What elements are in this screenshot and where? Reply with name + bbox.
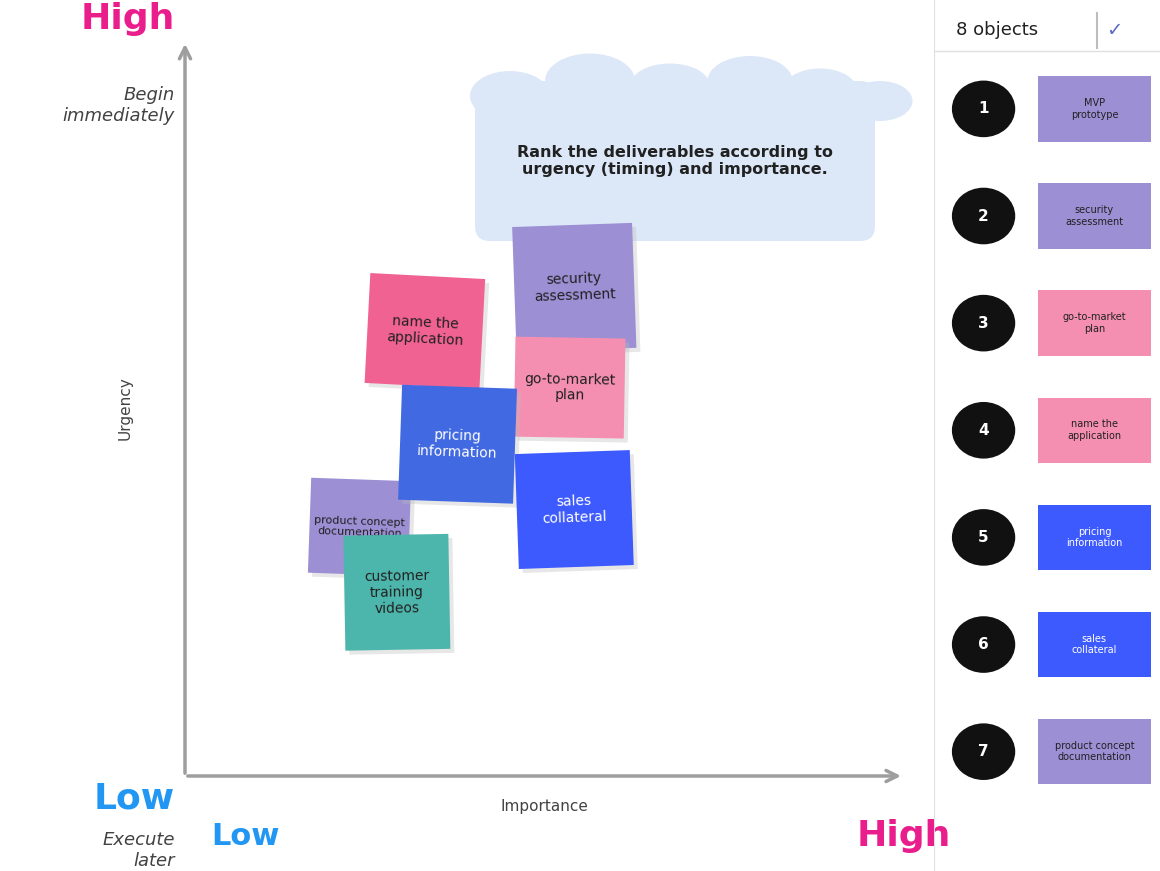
Text: name the
application: name the application xyxy=(1067,420,1122,441)
Text: security
assessment: security assessment xyxy=(1065,206,1124,226)
Text: 5: 5 xyxy=(978,530,988,545)
FancyBboxPatch shape xyxy=(398,385,517,503)
FancyBboxPatch shape xyxy=(1038,77,1151,141)
Text: 7: 7 xyxy=(978,744,988,760)
Ellipse shape xyxy=(952,617,1015,672)
Text: customer
training
videos: customer training videos xyxy=(364,569,430,616)
Text: product concept
documentation: product concept documentation xyxy=(314,515,405,539)
FancyBboxPatch shape xyxy=(1038,184,1151,249)
FancyBboxPatch shape xyxy=(514,337,625,438)
Text: product concept
documentation: product concept documentation xyxy=(1054,741,1134,762)
FancyBboxPatch shape xyxy=(307,477,411,577)
FancyBboxPatch shape xyxy=(515,450,633,569)
Text: sales
collateral: sales collateral xyxy=(1072,634,1117,655)
Text: Importance: Importance xyxy=(500,799,588,814)
FancyBboxPatch shape xyxy=(403,388,521,508)
Text: Rank the deliverables according to
urgency (timing) and importance.: Rank the deliverables according to urgen… xyxy=(517,145,833,177)
Ellipse shape xyxy=(505,211,554,241)
Ellipse shape xyxy=(952,81,1015,137)
FancyBboxPatch shape xyxy=(343,534,450,651)
Text: High: High xyxy=(81,2,175,36)
Text: pricing
information: pricing information xyxy=(416,428,499,461)
Ellipse shape xyxy=(470,71,550,121)
Text: Execute
later: Execute later xyxy=(102,831,175,870)
Text: 1: 1 xyxy=(978,101,988,117)
Text: go-to-market
plan: go-to-market plan xyxy=(524,372,616,403)
Text: ✓: ✓ xyxy=(1107,21,1123,40)
FancyBboxPatch shape xyxy=(369,277,490,393)
Text: High: High xyxy=(856,819,951,853)
Text: Low: Low xyxy=(211,821,280,850)
Text: 3: 3 xyxy=(978,315,988,331)
Ellipse shape xyxy=(952,402,1015,459)
FancyBboxPatch shape xyxy=(1038,719,1151,784)
Ellipse shape xyxy=(952,294,1015,352)
Ellipse shape xyxy=(545,53,635,109)
FancyBboxPatch shape xyxy=(312,482,415,580)
Ellipse shape xyxy=(630,64,710,109)
Text: name the
application: name the application xyxy=(385,314,464,348)
Text: 6: 6 xyxy=(978,637,989,652)
Text: Low: Low xyxy=(94,781,175,815)
FancyBboxPatch shape xyxy=(1038,612,1151,678)
Ellipse shape xyxy=(783,69,857,113)
Text: 8 objects: 8 objects xyxy=(956,22,1038,39)
FancyBboxPatch shape xyxy=(474,81,875,241)
Text: go-to-market
plan: go-to-market plan xyxy=(1063,313,1126,334)
Text: MVP
prototype: MVP prototype xyxy=(1071,98,1118,119)
Text: 4: 4 xyxy=(978,422,988,438)
Text: pricing
information: pricing information xyxy=(1066,527,1123,548)
FancyBboxPatch shape xyxy=(364,273,485,389)
Ellipse shape xyxy=(708,56,792,106)
FancyBboxPatch shape xyxy=(517,341,630,442)
Ellipse shape xyxy=(952,509,1015,566)
Ellipse shape xyxy=(952,723,1015,780)
Ellipse shape xyxy=(952,188,1015,245)
FancyBboxPatch shape xyxy=(1038,291,1151,355)
FancyBboxPatch shape xyxy=(513,223,637,352)
FancyBboxPatch shape xyxy=(347,538,455,655)
FancyBboxPatch shape xyxy=(1038,504,1151,570)
FancyBboxPatch shape xyxy=(516,226,640,356)
Text: security
assessment: security assessment xyxy=(532,271,616,304)
FancyBboxPatch shape xyxy=(519,454,638,573)
Text: Urgency: Urgency xyxy=(117,376,132,441)
FancyBboxPatch shape xyxy=(1038,397,1151,463)
Ellipse shape xyxy=(848,81,913,121)
Text: 2: 2 xyxy=(978,208,989,224)
Text: sales
collateral: sales collateral xyxy=(542,493,607,526)
Text: Begin
immediately: Begin immediately xyxy=(63,86,175,125)
